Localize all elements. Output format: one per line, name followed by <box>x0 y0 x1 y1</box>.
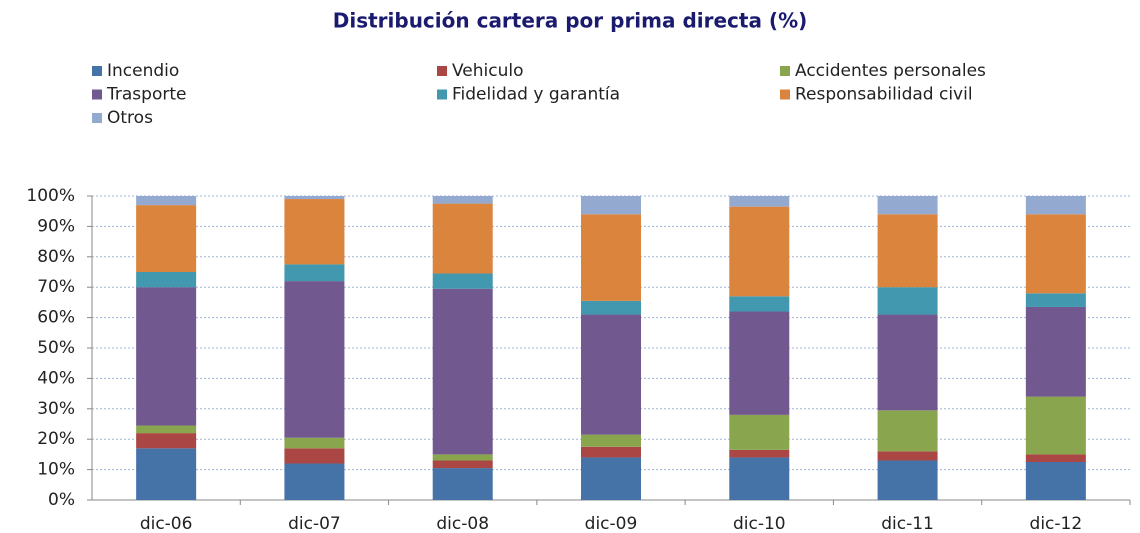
chart-title: Distribución cartera por prima directa (… <box>333 9 808 33</box>
bar-segment <box>877 460 938 500</box>
bar-segment <box>432 460 493 469</box>
bar-segment <box>1025 462 1086 500</box>
legend-label: Responsabilidad civil <box>795 85 973 105</box>
x-tick-label: dic-08 <box>436 514 489 533</box>
bar-segment <box>136 196 197 206</box>
x-tick-label: dic-06 <box>140 514 193 533</box>
bar-segment <box>729 206 790 297</box>
y-tick-label: 100% <box>26 186 75 206</box>
bar-segment <box>581 457 641 500</box>
bar-segment <box>136 425 197 434</box>
bar-segment <box>284 199 345 265</box>
legend-swatch <box>780 66 790 76</box>
x-tick-label: dic-09 <box>585 514 638 533</box>
y-tick-label: 80% <box>37 247 75 267</box>
bar-segment <box>877 451 938 461</box>
bar-segment <box>581 446 641 458</box>
bar-segment <box>877 314 938 411</box>
legend-label: Otros <box>107 108 153 128</box>
bar-segment <box>729 311 790 415</box>
y-tick-label: 50% <box>37 338 75 358</box>
x-tick-label: dic-10 <box>733 514 786 533</box>
legend-swatch <box>92 113 102 123</box>
bar-segment <box>877 196 938 215</box>
bar-segment <box>284 463 345 500</box>
x-tick-label: dic-07 <box>288 514 341 533</box>
bar-segment <box>136 272 197 288</box>
bar-segment <box>136 287 197 426</box>
bar-segment <box>581 196 641 215</box>
y-tick-label: 30% <box>37 399 75 419</box>
bar-segment <box>1025 306 1086 397</box>
bar-segment <box>136 448 197 500</box>
legend-swatch <box>780 89 790 100</box>
y-tick-label: 90% <box>37 216 75 236</box>
bar-segment <box>581 434 641 447</box>
legend-label: Incendio <box>107 61 179 81</box>
y-tick-label: 70% <box>37 277 75 297</box>
bar-segment <box>581 314 641 435</box>
bar-segment <box>877 214 938 288</box>
bar-segment <box>581 214 641 301</box>
bar-segment <box>729 457 790 500</box>
legend-swatch <box>437 89 447 100</box>
y-tick-label: 60% <box>37 308 75 328</box>
bar-segment <box>581 300 641 315</box>
legend-label: Vehiculo <box>452 61 524 81</box>
bar-segment <box>432 203 493 274</box>
bar-segment <box>432 454 493 461</box>
bar-segment <box>1025 454 1086 462</box>
legend-swatch <box>92 89 102 100</box>
bar-segment <box>877 410 938 452</box>
x-tick-label: dic-12 <box>1030 514 1083 533</box>
bar-segment <box>432 468 493 500</box>
bar-segment <box>1025 396 1086 455</box>
bar-segment <box>136 205 197 272</box>
legend-label: Fidelidad y garantía <box>452 85 620 105</box>
bar-segment <box>432 273 493 289</box>
bar-segment <box>729 196 790 207</box>
bar-segment <box>284 448 345 464</box>
bar-segment <box>1025 214 1086 294</box>
bar-segment <box>729 296 790 312</box>
bar-segment <box>729 414 790 450</box>
legend-label: Accidentes personales <box>795 61 986 81</box>
bar-segment <box>729 449 790 458</box>
bar-segment <box>284 281 345 438</box>
bar-segment <box>432 288 493 455</box>
y-tick-label: 40% <box>37 368 75 388</box>
y-tick-label: 20% <box>37 429 75 449</box>
bar-segment <box>1025 196 1086 215</box>
legend-swatch <box>92 66 102 76</box>
legend-swatch <box>437 66 447 76</box>
bar-segment <box>284 264 345 282</box>
x-tick-label: dic-11 <box>881 514 934 533</box>
y-tick-label: 10% <box>37 460 75 480</box>
bar-segment <box>877 287 938 315</box>
bar-segment <box>432 196 493 204</box>
bar-segment <box>136 433 197 449</box>
bar-segment <box>284 437 345 449</box>
legend-label: Trasporte <box>106 85 186 105</box>
bar-segment <box>1025 293 1086 307</box>
y-tick-label: 0% <box>48 490 75 510</box>
bar-segment <box>284 196 345 200</box>
